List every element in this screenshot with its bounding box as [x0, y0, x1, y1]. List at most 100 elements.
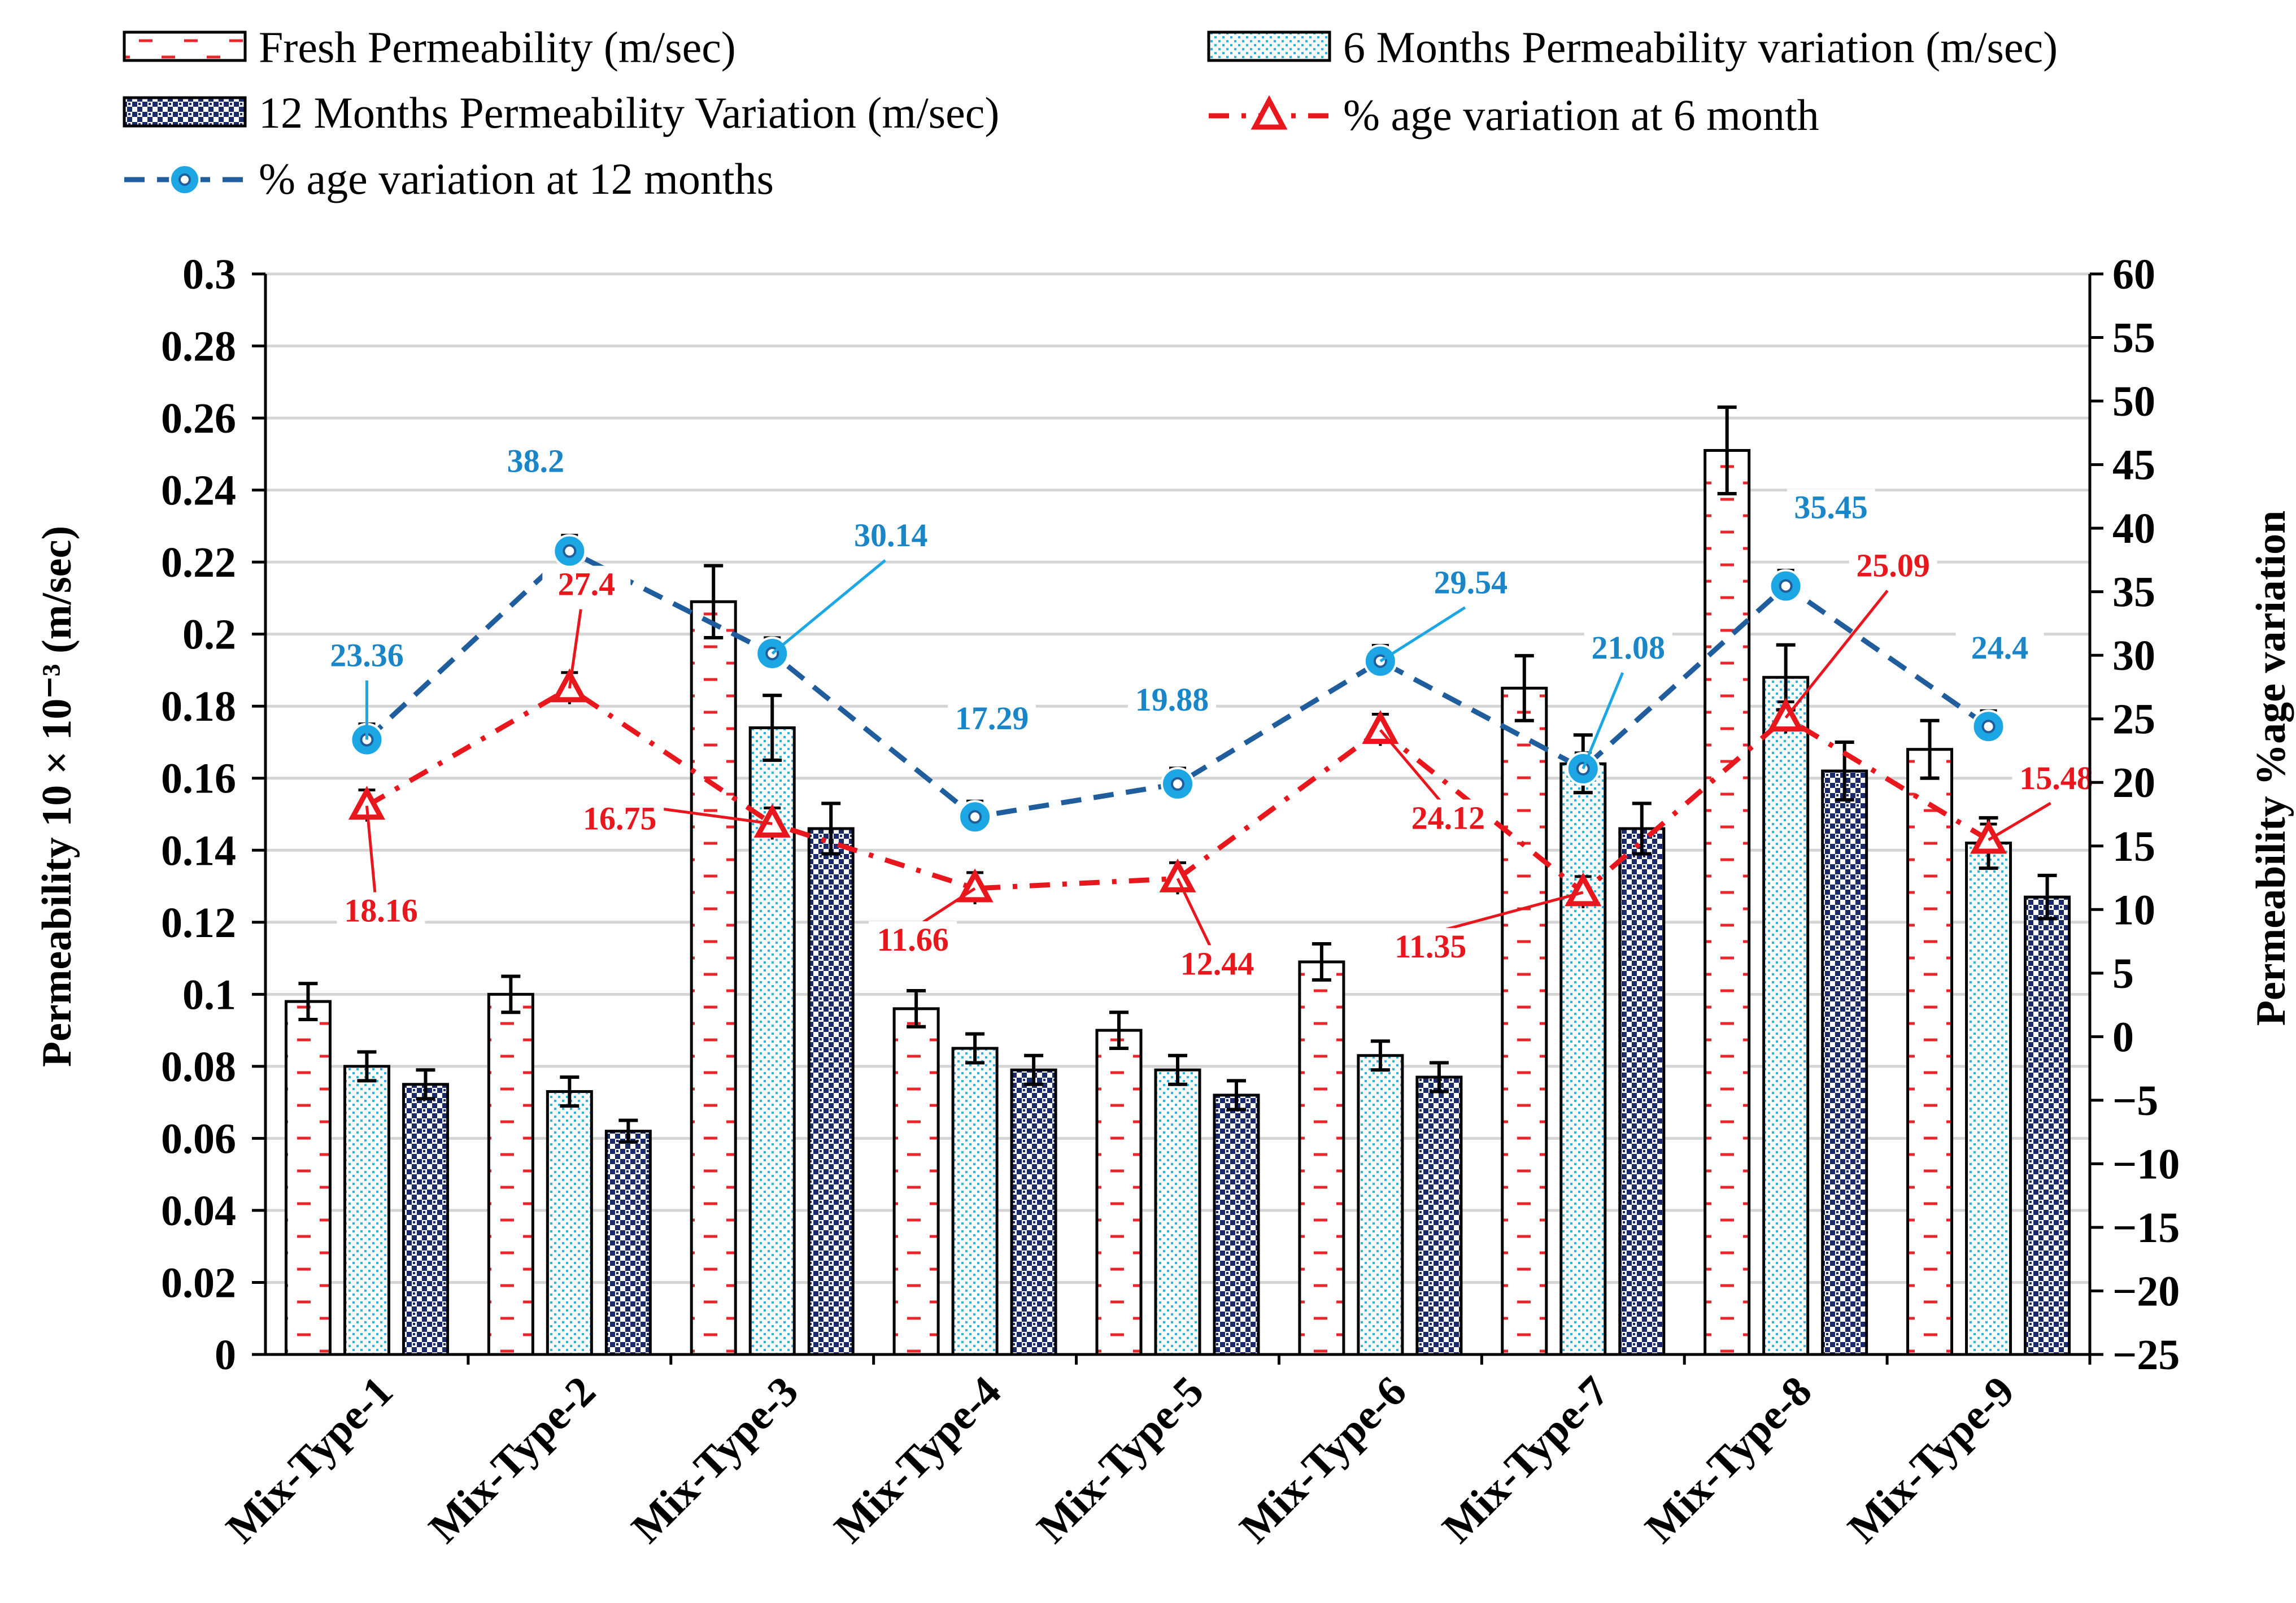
data-label-12-month-label-bg — [1787, 489, 1875, 530]
circle-marker-12-month-center — [1171, 777, 1184, 791]
legend-label-fresh: Fresh Permeability (m/sec) — [259, 23, 736, 72]
right-tick-label: 5 — [2112, 950, 2134, 997]
data-label-12-month-label-bg — [491, 442, 580, 483]
y-axis-left-title: Permeability 10 × 10⁻³ (m/sec) — [34, 526, 80, 1067]
y-axis-right-title: Permeability %age variation — [2248, 511, 2294, 1026]
bar-6-month — [1965, 842, 2012, 1356]
x-category-label: Mix-Type-1 — [217, 1367, 402, 1552]
right-tick-label: 0 — [2112, 1013, 2134, 1061]
right-tick-label: 45 — [2112, 442, 2155, 489]
data-label-12-month-label-bg — [847, 517, 935, 558]
x-category-label: Mix-Type-4 — [825, 1367, 1010, 1552]
triangle-marker-6-month — [1159, 858, 1196, 892]
circle-marker-12-month-center — [1981, 720, 1996, 734]
bar-6-month — [1154, 1068, 1201, 1356]
data-label-6-month-label-bg — [1173, 945, 1261, 986]
data-label-12-month-label-bg — [323, 637, 411, 678]
bar-12-month — [1618, 827, 1666, 1356]
data-label-12-month-label-bg — [948, 700, 1036, 741]
right-tick-label: −10 — [2112, 1140, 2180, 1188]
legend-item-6-month-bars: 6 Months Permeability variation (m/sec) — [1207, 23, 2058, 72]
data-label-12-month-leader — [1582, 672, 1624, 769]
data-label-6-month-label: 25.09 — [1856, 547, 1930, 584]
bar-12-month — [1415, 1075, 1463, 1356]
bar-fresh — [1501, 686, 1548, 1356]
data-label-6-month-label: 24.12 — [1411, 800, 1485, 837]
legend-item-12-month-line: % age variation at 12 months — [124, 154, 774, 203]
x-category-label: Mix-Type-5 — [1028, 1367, 1213, 1552]
x-category-label: Mix-Type-3 — [622, 1367, 807, 1552]
legend-item-fresh: Fresh Permeability (m/sec) — [123, 23, 736, 72]
left-tick-label: 0.08 — [161, 1043, 236, 1091]
data-label-6-month-label-bg — [542, 565, 631, 607]
data-label-12-month-label: 35.45 — [1794, 489, 1868, 526]
right-tick-label: 50 — [2112, 378, 2155, 425]
left-tick-label: 0.18 — [161, 683, 236, 730]
data-label-6-month-leader — [917, 887, 976, 927]
data-label-6-month-leader — [1436, 891, 1584, 934]
bar-fresh — [1095, 1029, 1143, 1356]
legend-label-6-month: 6 Months Permeability variation (m/sec) — [1343, 23, 2058, 72]
left-tick-label: 0.24 — [161, 467, 236, 515]
data-label-12-month-label-bg — [1955, 629, 2044, 670]
bar-fresh — [284, 1000, 332, 1356]
left-tick-label: 0.1 — [182, 971, 236, 1018]
left-tick-label: 0.16 — [161, 755, 236, 803]
bar-12-month — [604, 1130, 652, 1356]
bar-6-month — [1559, 762, 1607, 1356]
data-labels: 23.36 38.2 30.14 17.29 19.88 29.54 21.08 35.45 2… — [323, 442, 2101, 986]
bar-fresh — [487, 992, 534, 1356]
line-6-month — [365, 685, 1990, 896]
triangle-marker-6-month — [1565, 872, 1602, 907]
data-label-6-month-label-bg — [2012, 759, 2101, 800]
bar-fresh — [1704, 448, 1751, 1356]
right-tick-label: −25 — [2112, 1331, 2180, 1379]
data-label-12-month-label: 17.29 — [955, 700, 1029, 737]
x-category-label: Mix-Type-9 — [1839, 1367, 2024, 1552]
bar-6-month — [343, 1065, 390, 1356]
left-tick-label: 0.28 — [161, 323, 236, 371]
data-label-12-month-label: 21.08 — [1592, 629, 1666, 666]
x-category-label: Mix-Type-8 — [1636, 1367, 1821, 1552]
legend-triangle-marker — [1251, 95, 1288, 130]
data-label-12-month-label: 23.36 — [330, 637, 404, 674]
data-label-6-month-label-bg — [1849, 547, 1937, 588]
legend-label-12-month: 12 Months Permeability Variation (m/sec) — [259, 88, 999, 137]
data-label-6-month-label-bg — [869, 921, 957, 962]
data-label-6-month-label: 11.35 — [1395, 928, 1466, 965]
data-label-6-month-leader — [1176, 878, 1213, 950]
data-label-12-month-label: 19.88 — [1135, 681, 1209, 718]
bar-series — [284, 448, 2071, 1356]
left-tick-label: 0.14 — [161, 827, 236, 874]
legend-item-12-month-bars: 12 Months Permeability Variation (m/sec) — [123, 88, 999, 137]
right-tick-label: 40 — [2112, 505, 2155, 552]
data-label-6-month-label: 18.16 — [344, 892, 418, 929]
legend-label-6-month-line: % age variation at 6 month — [1343, 90, 1819, 140]
axes: 0 0.02 0.04 0.06 0.08 0.1 0.12 0.14 0.16 0.18 0.2 0… — [161, 251, 2180, 1552]
data-label-6-month-leader — [1784, 590, 1889, 719]
data-label-6-month-label: 27.4 — [558, 566, 616, 603]
right-tick-label: −20 — [2112, 1267, 2180, 1315]
left-tick-label: 0.04 — [161, 1187, 236, 1235]
left-tick-label: 0.26 — [161, 395, 236, 442]
data-label-6-month-leader — [365, 805, 377, 896]
data-label-6-month-leader — [1988, 802, 2051, 842]
data-label-6-month-label-bg — [337, 892, 425, 933]
left-tick-label: 0.02 — [161, 1259, 236, 1306]
data-label-12-month-label-bg — [1584, 629, 1672, 670]
right-tick-label: 25 — [2112, 696, 2155, 743]
bar-6-month — [1357, 1054, 1404, 1356]
left-tick-label: 0.2 — [182, 611, 236, 659]
bar-6-month — [1762, 676, 1810, 1356]
legend-swatch-fresh — [123, 31, 247, 62]
right-tick-label: 10 — [2112, 886, 2155, 934]
data-label-12-month-label: 30.14 — [854, 517, 928, 554]
bar-6-month — [951, 1047, 999, 1356]
x-category-label: Mix-Type-7 — [1434, 1367, 1618, 1552]
data-label-6-month-leader — [568, 609, 582, 689]
circle-marker-12-month-center — [968, 810, 982, 824]
data-label-12-month-label: 29.54 — [1434, 564, 1508, 601]
legend-swatch-12-month — [123, 96, 247, 128]
data-label-6-month-label: 16.75 — [583, 800, 657, 837]
data-label-12-month-label-bg — [1128, 681, 1216, 722]
